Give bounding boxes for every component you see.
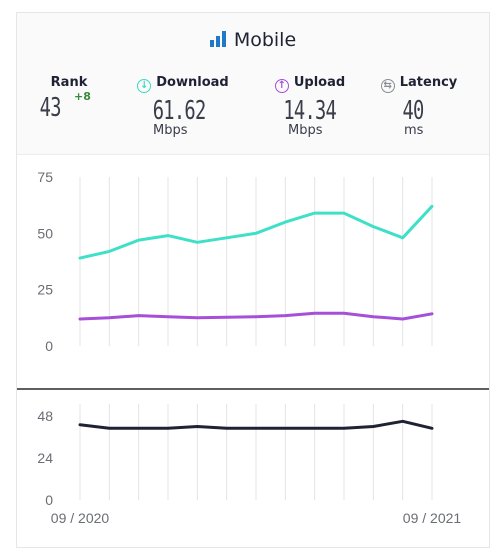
latency-icon: ⇆: [380, 79, 395, 93]
series-line-upload: [78, 311, 434, 321]
title-text: Mobile: [233, 29, 297, 51]
rank-value: 43: [39, 93, 62, 123]
stat-upload: ↑ Upload 14.34 Mbps: [257, 75, 363, 138]
y-tick-label: 75: [37, 169, 53, 185]
upload-value: 14.34: [283, 96, 337, 126]
latency-label: Latency: [399, 75, 458, 90]
upload-label: Upload: [293, 75, 346, 90]
y-tick-label: 0: [45, 492, 53, 508]
download-value: 61.62: [152, 96, 206, 126]
stats-header: Mobile Rank 43 +8 ↓ Download 61.62 Mbps ↑…: [17, 13, 489, 155]
latency-value: 40: [402, 96, 424, 126]
upload-icon: ↑: [274, 79, 289, 93]
y-tick-label: 25: [37, 282, 53, 298]
mobile-card: Mobile Rank 43 +8 ↓ Download 61.62 Mbps ↑…: [16, 12, 490, 548]
rank-label: Rank: [50, 75, 88, 90]
rank-delta: +8: [74, 90, 91, 103]
page-title: Mobile: [17, 29, 489, 51]
y-tick-label: 50: [37, 225, 53, 241]
signal-bars-icon: [209, 31, 228, 47]
y-tick-label: 48: [37, 408, 53, 424]
series-line-latency: [78, 419, 434, 430]
download-label: Download: [156, 75, 229, 90]
stat-rank: Rank 43 +8: [39, 75, 99, 122]
latency-unit: ms: [404, 123, 424, 138]
stat-latency: ⇆ Latency 40 ms: [377, 75, 461, 138]
x-tick-label: 09 / 2021: [403, 510, 462, 526]
stat-download: ↓ Download 61.62 Mbps: [125, 75, 241, 138]
y-tick-label: 24: [37, 450, 53, 466]
y-tick-label: 0: [45, 338, 53, 354]
series-line-download: [78, 204, 434, 260]
download-icon: ↓: [137, 79, 152, 93]
x-tick-label: 09 / 2020: [51, 510, 110, 526]
download-unit: Mbps: [153, 123, 188, 138]
upload-unit: Mbps: [288, 123, 323, 138]
